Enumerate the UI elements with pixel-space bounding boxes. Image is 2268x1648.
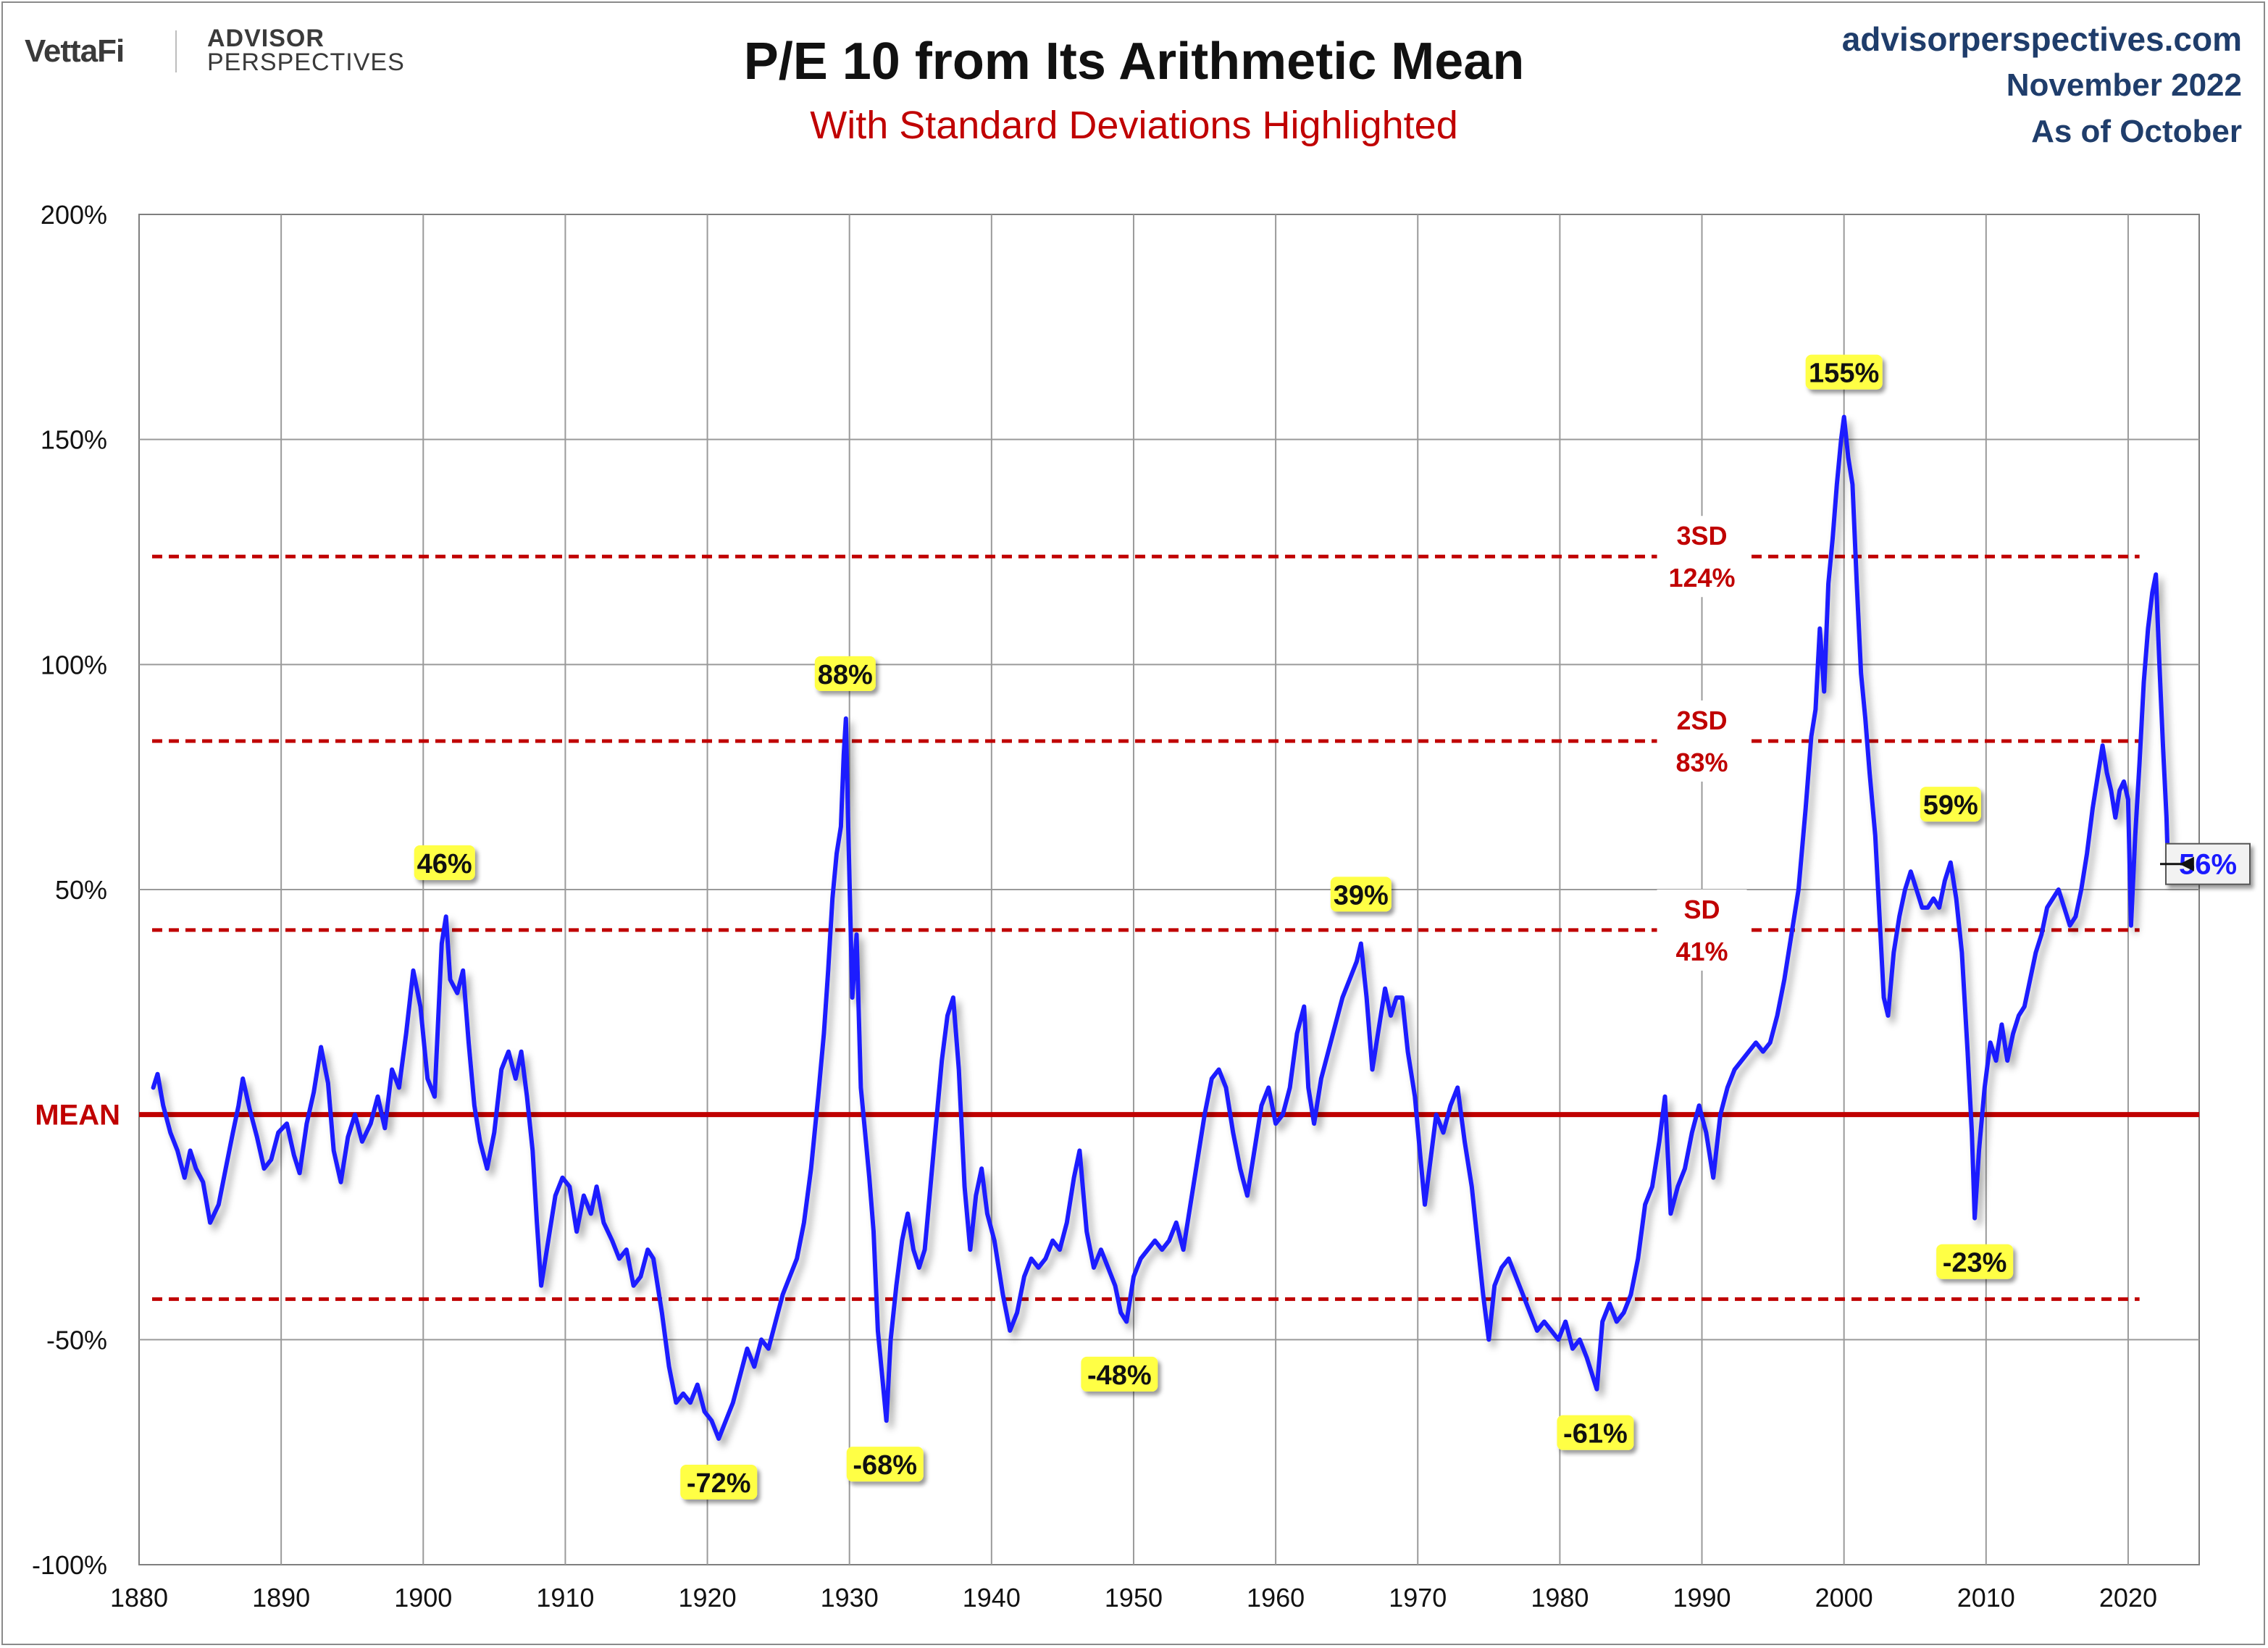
annotation-label: -61% xyxy=(1563,1419,1628,1450)
logo-advisor-text: ADVISOR xyxy=(207,25,325,52)
annotation-label: -72% xyxy=(687,1468,751,1499)
y-tick-label: 200% xyxy=(41,200,107,230)
x-tick-label: 1950 xyxy=(1105,1583,1163,1613)
x-tick-label: 1960 xyxy=(1247,1583,1305,1613)
y-tick-label: -100% xyxy=(32,1550,107,1580)
annotation-label: 88% xyxy=(818,660,873,690)
x-tick-label: 2000 xyxy=(1815,1583,1873,1613)
annotation-label: 46% xyxy=(417,849,472,879)
sd-value-label: 83% xyxy=(1675,748,1728,777)
x-tick-label: 1940 xyxy=(963,1583,1021,1613)
y-tick-label: 100% xyxy=(41,650,107,679)
source-site: advisorperspectives.com xyxy=(1841,20,2242,58)
x-tick-label: 2010 xyxy=(1957,1583,2015,1613)
mean-label: MEAN xyxy=(35,1100,120,1132)
annotation-label: 155% xyxy=(1809,359,1879,389)
x-tick-label: 1970 xyxy=(1389,1583,1447,1613)
annotation-bg xyxy=(1081,1356,1158,1392)
y-tick-label: 150% xyxy=(41,425,107,455)
current-value-arrow xyxy=(2179,856,2194,871)
x-tick-label: 1910 xyxy=(536,1583,594,1613)
sd-value-label: 41% xyxy=(1675,937,1728,966)
grid-lines xyxy=(138,214,2200,1565)
x-tick-label: 1880 xyxy=(110,1583,168,1613)
annotation-label: -48% xyxy=(1087,1360,1152,1391)
x-tick-label: 1990 xyxy=(1673,1583,1731,1613)
sd-label-bg xyxy=(1657,889,1747,971)
annotation-bg xyxy=(1805,354,1883,390)
x-tick-label: 1980 xyxy=(1531,1583,1589,1613)
annotation-bg xyxy=(680,1465,758,1500)
annotation-bg xyxy=(1936,1244,2014,1279)
sd-label-bg xyxy=(1657,700,1747,782)
chart-title: P/E 10 from Its Arithmetic Mean xyxy=(743,33,1525,91)
sd-value-label: 124% xyxy=(1668,563,1735,593)
x-tick-label: 1890 xyxy=(252,1583,310,1613)
chart-subtitle: With Standard Deviations Highlighted xyxy=(810,104,1458,147)
series-layer xyxy=(151,414,2170,1441)
annotation-label: -23% xyxy=(1943,1248,2007,1279)
annotation-bg xyxy=(814,656,876,691)
source-date: November 2022 xyxy=(2006,67,2242,103)
series-line xyxy=(151,414,2170,1441)
axes: 1880 1890 1900 1910 1920 1930 1940 1950 1960 1970… xyxy=(32,200,2157,1613)
annotation-bg xyxy=(846,1447,924,1482)
source-block: advisorperspectives.com November 2022 As… xyxy=(1842,16,2242,155)
annotation-bg xyxy=(1557,1415,1634,1450)
vettafi-advisor-perspectives-logo: VettaFi ADVISOR PERSPECTIVES xyxy=(25,26,430,77)
x-tick-label: 1900 xyxy=(394,1583,452,1613)
annotation-bg xyxy=(1920,787,1981,822)
x-tick-label: 1930 xyxy=(821,1583,879,1613)
annotation-label: 39% xyxy=(1334,880,1389,911)
sd-label: SD xyxy=(1684,895,1720,924)
annotations: 46%88%39%155%59%-72%-68%-48%-61%-23%56% xyxy=(414,354,2251,1500)
source-as-of: As of October xyxy=(2031,114,2242,149)
reference-lines: 3SD 124% 2SD 83% SD 41% xyxy=(139,516,2199,1301)
logo-divider xyxy=(175,30,177,72)
logo-vettafi-text: VettaFi xyxy=(25,33,125,69)
x-tick-label: 2020 xyxy=(2099,1583,2157,1613)
y-tick-label: 50% xyxy=(55,875,107,905)
annotation-label: -68% xyxy=(853,1450,917,1481)
annotation-label: 59% xyxy=(1923,790,1978,821)
annotation-bg xyxy=(1330,877,1392,912)
sd-label-bg xyxy=(1657,516,1747,598)
annotation-bg xyxy=(414,845,475,880)
y-tick-label: -50% xyxy=(46,1325,107,1355)
sd-label: 2SD xyxy=(1677,706,1728,735)
sd-label: 3SD xyxy=(1677,521,1728,551)
logo-perspectives-text: PERSPECTIVES xyxy=(207,49,405,76)
x-tick-label: 1920 xyxy=(679,1583,737,1613)
